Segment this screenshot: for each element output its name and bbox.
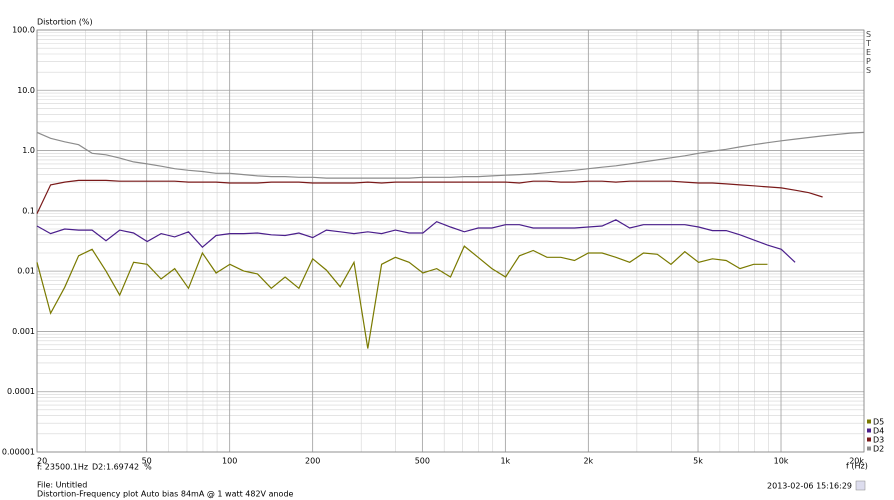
legend-label: D2 (873, 445, 884, 454)
legend-label: D3 (873, 436, 884, 445)
timestamp: 2013-02-06 15:16:29 (767, 482, 852, 491)
series-line (36, 219, 796, 263)
series-line (36, 131, 865, 179)
cursor-value: D2:1.69742 % (92, 463, 152, 472)
legend-swatch (867, 437, 871, 442)
legend-swatch (867, 446, 871, 451)
y-tick-label: 0.1 (22, 206, 35, 215)
file-name: File: Untitled (37, 481, 87, 490)
icon (855, 480, 866, 491)
legend-swatch (867, 419, 871, 424)
legend-swatch (867, 428, 871, 433)
x-tick-label: 20 (37, 457, 47, 466)
side-label: STEPS (866, 30, 872, 75)
y-tick-label: 1.0 (22, 146, 35, 155)
y-tick-label: 0.001 (12, 327, 35, 336)
x-tick-label: 50 (142, 457, 152, 466)
x-axis-label: f (Hz) (846, 462, 868, 471)
series-line (36, 179, 823, 214)
series-line (36, 245, 768, 349)
x-tick-label: 2k (583, 457, 593, 466)
x-tick-label: 5k (693, 457, 703, 466)
x-tick-label: 10k (774, 457, 789, 466)
y-tick-label: 10.0 (17, 86, 35, 95)
x-tick-label: 200 (305, 457, 320, 466)
x-tick-label: 20k (849, 457, 864, 466)
x-tick-label: 100 (222, 457, 237, 466)
y-tick-label: 100.0 (12, 26, 35, 35)
y-tick-label: 0.00001 (2, 448, 35, 457)
legend-label: D4 (873, 427, 884, 436)
x-tick-label: 1k (500, 457, 510, 466)
cursor-frequency: f: 23500.1Hz (37, 463, 88, 472)
legend-label: D5 (873, 418, 884, 427)
y-tick-label: 0.0001 (7, 387, 35, 396)
y-axis-label: Distortion (%) (37, 18, 93, 27)
x-tick-label: 500 (415, 457, 430, 466)
y-tick-label: 0.01 (17, 267, 35, 276)
plot-border (36, 29, 865, 453)
description: Distortion-Frequency plot Auto bias 84mA… (37, 490, 294, 499)
